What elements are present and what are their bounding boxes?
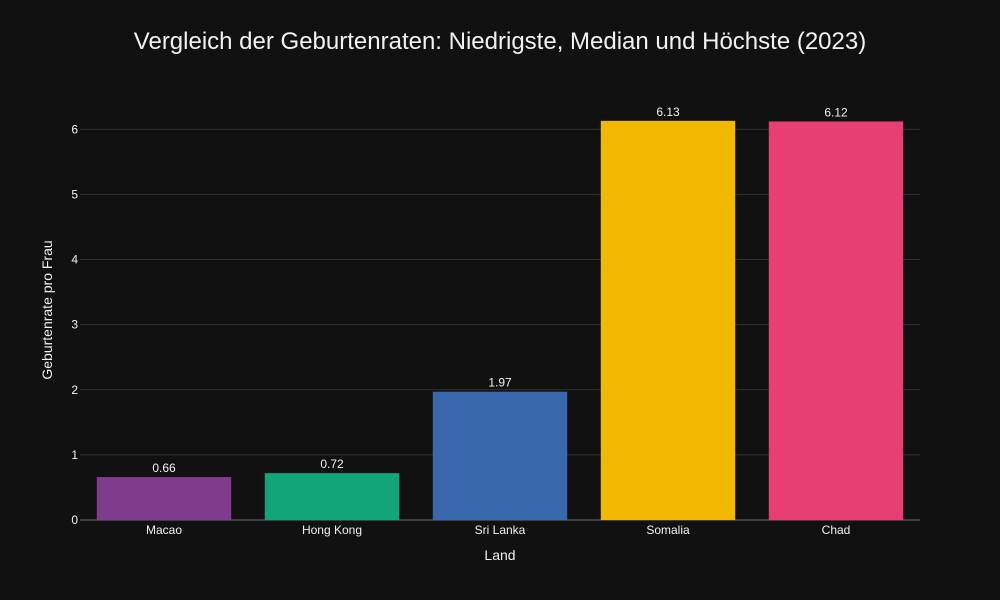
- y-tick-label: 5: [71, 187, 78, 201]
- x-tick-label: Hong Kong: [302, 523, 362, 537]
- x-tick-label: Sri Lanka: [475, 523, 526, 537]
- bar-value-label: 0.72: [320, 457, 344, 471]
- bars: [96, 120, 904, 520]
- bar: [264, 473, 400, 520]
- bar: [768, 121, 904, 520]
- y-axis-title: Geburtenrate pro Frau: [39, 240, 55, 379]
- bar: [432, 391, 568, 520]
- x-axis-title: Land: [484, 547, 515, 563]
- x-tick-label: Macao: [146, 523, 182, 537]
- y-tick-label: 6: [71, 122, 78, 136]
- bar-value-label: 6.12: [824, 105, 848, 119]
- bar: [600, 120, 736, 520]
- bar-value-label: 6.13: [656, 105, 680, 119]
- x-tick-label: Somalia: [646, 523, 690, 537]
- y-tick-label: 2: [71, 383, 78, 397]
- y-tick-label: 1: [71, 448, 78, 462]
- x-axis-ticks: Macao Hong Kong Sri Lanka Somalia Chad: [146, 523, 850, 537]
- chart-title: Vergleich der Geburtenraten: Niedrigste,…: [134, 28, 866, 55]
- x-tick-label: Chad: [822, 523, 851, 537]
- y-tick-label: 0: [71, 513, 78, 527]
- y-axis-ticks: 0 1 2 3 4 5 6: [71, 122, 78, 527]
- bar-value-label: 0.66: [152, 461, 176, 475]
- bar-value-labels: 0.66 0.72 1.97 6.13 6.12: [152, 105, 848, 475]
- bar: [96, 477, 232, 520]
- y-tick-label: 3: [71, 318, 78, 332]
- y-tick-label: 4: [71, 253, 78, 267]
- bar-value-label: 1.97: [488, 376, 512, 390]
